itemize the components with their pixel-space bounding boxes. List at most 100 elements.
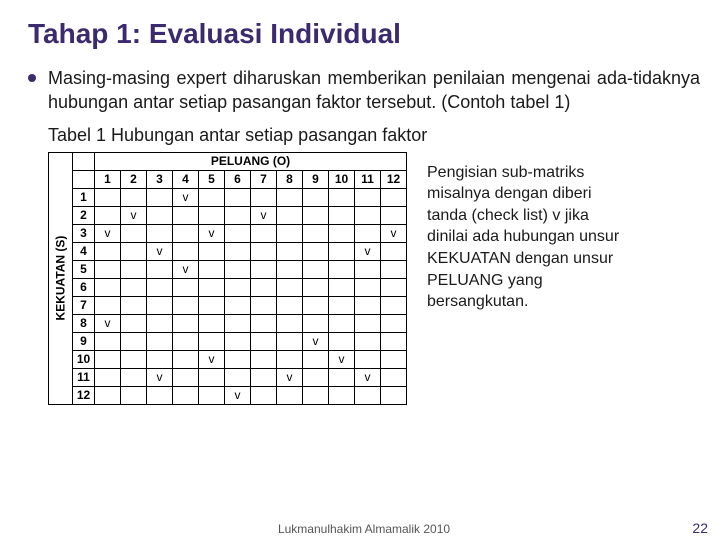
matrix-cell: [277, 278, 303, 296]
matrix-cell: [329, 278, 355, 296]
matrix-cell: [95, 296, 121, 314]
matrix-cell: [251, 314, 277, 332]
matrix-cell: [251, 242, 277, 260]
col-header: 3: [147, 170, 173, 188]
col-header: 11: [355, 170, 381, 188]
matrix-cell: [277, 206, 303, 224]
matrix-cell: [147, 224, 173, 242]
matrix-cell: [173, 350, 199, 368]
matrix-cell: [381, 242, 407, 260]
matrix-cell: [329, 386, 355, 404]
matrix-cell: [95, 206, 121, 224]
matrix-cell: [303, 224, 329, 242]
row-header: 3: [73, 224, 95, 242]
matrix-cell: [225, 332, 251, 350]
matrix-cell: [95, 368, 121, 386]
matrix-cell: [329, 260, 355, 278]
matrix-cell: v: [95, 314, 121, 332]
matrix-cell: [355, 278, 381, 296]
matrix-cell: [121, 278, 147, 296]
row-header: 4: [73, 242, 95, 260]
matrix-cell: [95, 260, 121, 278]
matrix-cell: [95, 188, 121, 206]
matrix-cell: [355, 224, 381, 242]
matrix-cell: [225, 206, 251, 224]
matrix-cell: [329, 188, 355, 206]
matrix-cell: [199, 188, 225, 206]
col-axis-label: PELUANG (O): [95, 152, 407, 170]
matrix-cell: v: [199, 224, 225, 242]
matrix-cell: [251, 332, 277, 350]
col-header: 9: [303, 170, 329, 188]
row-header: 1: [73, 188, 95, 206]
matrix-cell: v: [121, 206, 147, 224]
matrix-cell: [381, 278, 407, 296]
matrix-cell: [225, 350, 251, 368]
row-axis-label: KEKUATAN (S): [54, 236, 68, 321]
col-header: 6: [225, 170, 251, 188]
matrix-cell: [355, 350, 381, 368]
matrix-cell: [225, 260, 251, 278]
matrix-cell: [355, 332, 381, 350]
matrix-cell: [147, 386, 173, 404]
matrix-cell: [303, 368, 329, 386]
matrix-cell: [303, 206, 329, 224]
matrix-cell: v: [147, 368, 173, 386]
matrix-cell: [199, 314, 225, 332]
matrix-cell: [173, 278, 199, 296]
row-header: 7: [73, 296, 95, 314]
matrix-cell: [147, 188, 173, 206]
row-header: 11: [73, 368, 95, 386]
matrix-cell: [95, 386, 121, 404]
matrix-cell: [199, 242, 225, 260]
matrix-cell: [381, 296, 407, 314]
page-title: Tahap 1: Evaluasi Individual: [28, 18, 700, 50]
matrix-cell: [303, 242, 329, 260]
matrix-cell: [381, 260, 407, 278]
matrix-cell: [329, 206, 355, 224]
col-header: 1: [95, 170, 121, 188]
bullet-icon: [28, 74, 36, 82]
matrix-cell: [381, 350, 407, 368]
matrix-cell: [355, 296, 381, 314]
matrix-cell: [303, 386, 329, 404]
matrix-cell: [355, 206, 381, 224]
matrix-cell: [329, 224, 355, 242]
matrix-cell: [147, 296, 173, 314]
matrix-cell: [277, 332, 303, 350]
row-header: 12: [73, 386, 95, 404]
matrix-cell: [121, 314, 147, 332]
matrix-cell: [173, 386, 199, 404]
matrix-cell: [147, 206, 173, 224]
matrix-cell: [251, 386, 277, 404]
matrix-cell: [355, 260, 381, 278]
matrix-cell: [381, 206, 407, 224]
row-header: 9: [73, 332, 95, 350]
matrix-cell: [147, 350, 173, 368]
matrix-cell: [277, 296, 303, 314]
matrix-cell: [355, 386, 381, 404]
matrix-cell: v: [329, 350, 355, 368]
matrix-cell: [329, 332, 355, 350]
row-header: 6: [73, 278, 95, 296]
relation-matrix: PELUANG (O)1234567891011121v2vv3vvv4vv5v…: [72, 152, 407, 405]
row-header: 8: [73, 314, 95, 332]
page-number: 22: [692, 520, 708, 536]
matrix-cell: [381, 386, 407, 404]
matrix-cell: [173, 224, 199, 242]
matrix-cell: [173, 206, 199, 224]
col-header: 2: [121, 170, 147, 188]
col-header: 8: [277, 170, 303, 188]
matrix-cell: v: [277, 368, 303, 386]
footer-text: Lukmanulhakim Almamalik 2010: [0, 522, 728, 536]
matrix-cell: [225, 224, 251, 242]
matrix-cell: [173, 296, 199, 314]
matrix-cell: v: [303, 332, 329, 350]
matrix-cell: [199, 332, 225, 350]
matrix-cell: [121, 242, 147, 260]
matrix-cell: [277, 224, 303, 242]
matrix-cell: [251, 368, 277, 386]
matrix-cell: [121, 332, 147, 350]
matrix-blank: [73, 152, 95, 170]
bullet-text: Masing-masing expert diharuskan memberik…: [48, 66, 700, 115]
